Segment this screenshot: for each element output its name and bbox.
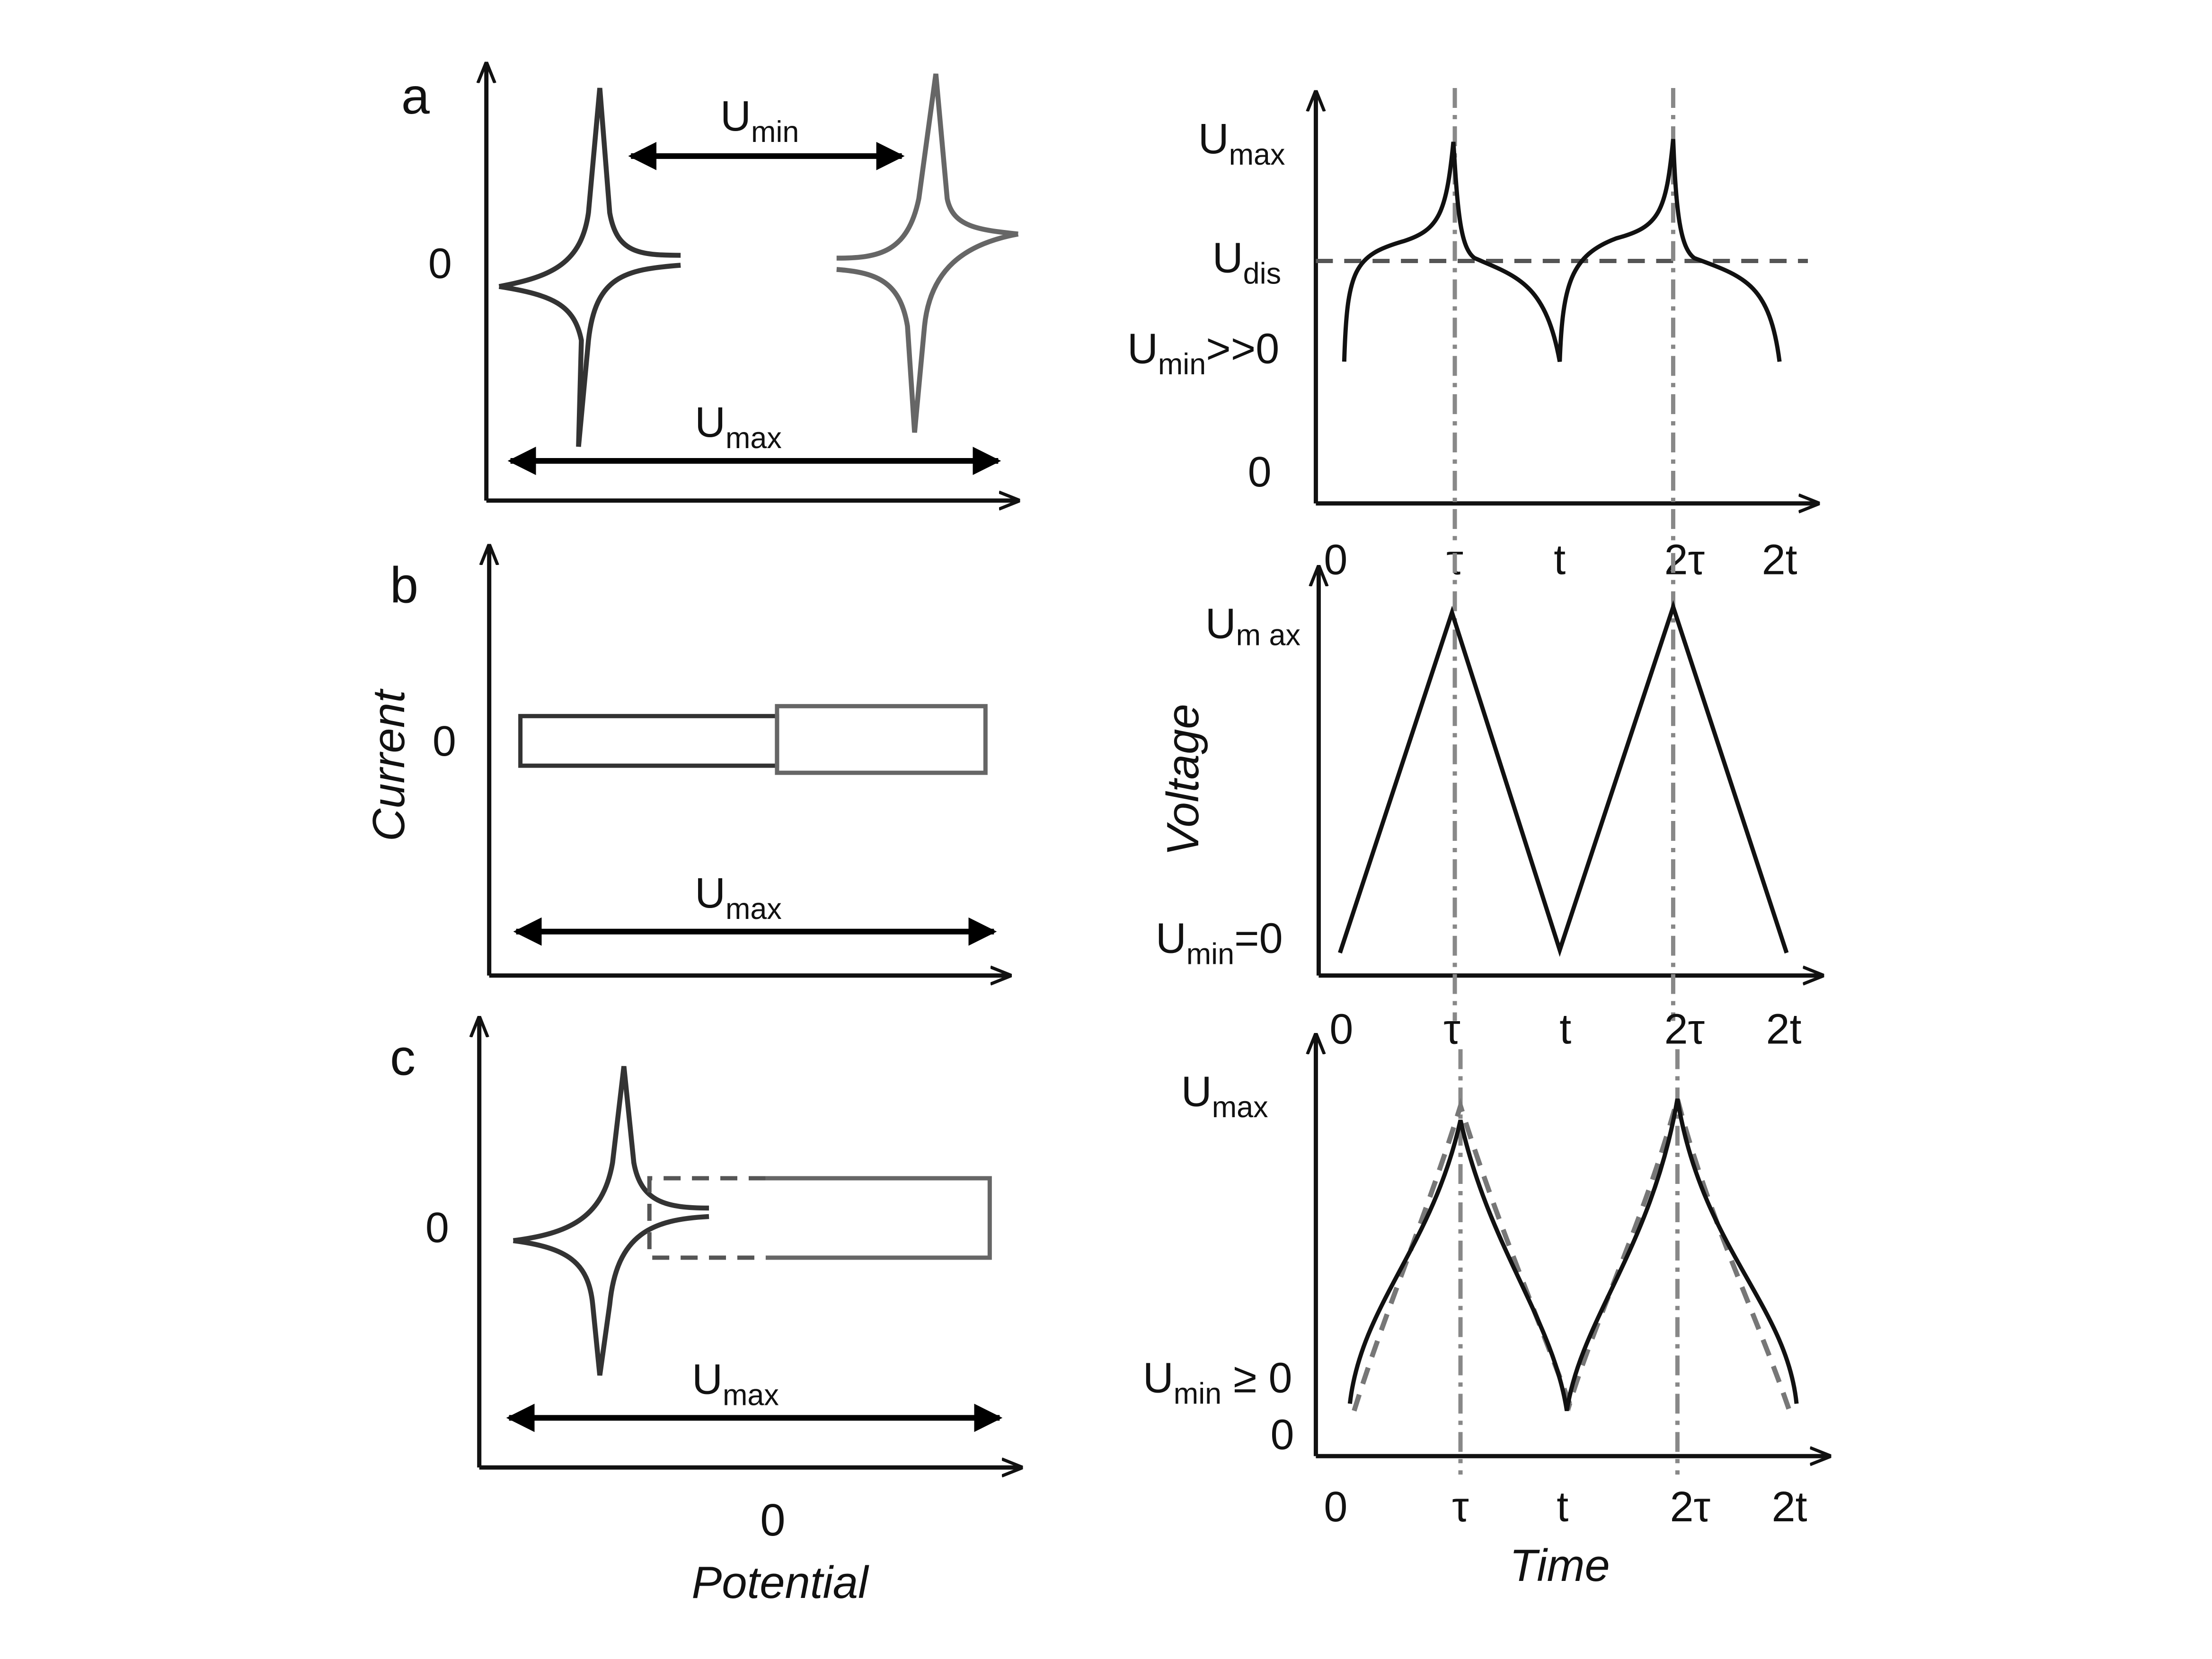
cv-curve [498,263,681,447]
time-tick-label: t [1559,1006,1571,1053]
time-tick-label: 2τ [1664,1006,1705,1053]
time-tick-label: t [1557,1483,1568,1531]
u-sub: max [726,422,782,455]
u-sub: max [1212,1091,1268,1124]
u-label: Umin ≥ 0 [1143,1354,1292,1410]
cv-curve [836,73,1018,261]
u-main: U [1198,115,1229,163]
u-label: Umax [695,399,782,455]
time-tick-label: τ [1443,1006,1460,1053]
u-label: Umax [1198,115,1285,171]
u-sub: max [726,892,782,926]
time-ticks: 0 τ t 2τ 2t [1324,1483,1807,1531]
u-label: Umin=0 [1156,915,1283,971]
u-suffix: ≥ 0 [1221,1354,1292,1402]
voltage-curve [1342,139,1782,362]
voltage-curve-dashed [1352,1089,1792,1412]
u-main: U [1127,325,1158,372]
zero-label: 0 [425,1204,449,1252]
time-ticks: 0 τ t 2τ 2t [1324,537,1797,584]
time-ticks: 0 τ t 2τ 2t [1329,1006,1801,1053]
u-main: U [1205,600,1236,648]
u-suffix: >>0 [1206,325,1279,372]
u-main: U [692,1356,723,1403]
zero-label: 0 [1271,1411,1294,1458]
u-main: U [1156,915,1186,962]
time-tick-label: 0 [1324,1483,1347,1531]
cv-rect [765,1176,992,1260]
u-main: U [1143,1354,1174,1402]
u-label: Umin [720,93,799,149]
cv-curve [513,1214,709,1376]
u-main: U [720,93,751,140]
u-label: Umax [695,870,782,926]
time-tick-label: 0 [1329,1006,1353,1053]
u-main: U [695,870,726,917]
voltage-curve [1338,600,1789,957]
zero-label: 0 [1248,449,1272,496]
time-tick-label: 2t [1772,1483,1807,1531]
cv-curve [836,231,1019,433]
time-tick-label: t [1554,537,1566,584]
u-main: U [1212,235,1243,282]
u-main: U [695,399,726,446]
cv-rect [518,714,779,768]
u-label: Umin>>0 [1127,325,1279,381]
axis-label: Time [1510,1540,1610,1591]
time-tick-label: 2τ [1664,537,1705,584]
time-tick-label: 2t [1766,1006,1802,1053]
u-main: U [1181,1068,1212,1115]
zero-label: 0 [433,718,456,765]
u-sub: dis [1243,257,1281,290]
time-tick-label: 2τ [1670,1483,1711,1531]
u-label: Udis [1212,235,1281,291]
zero-label: 0 [428,240,452,287]
u-sub: min [751,115,799,149]
u-suffix: =0 [1234,915,1283,962]
axis-label: Voltage [1158,704,1208,856]
voltage-curve [1347,1098,1799,1412]
u-sub: min [1186,938,1234,971]
time-tick-label: 2t [1762,537,1797,584]
cv-curve [498,88,681,289]
u-label: Umax [692,1356,779,1412]
time-tick-label: 0 [1324,537,1347,584]
panel-label: a [401,67,430,124]
u-sub: min [1158,348,1206,381]
cv-rect [775,704,988,775]
cv-curve [513,1066,709,1244]
time-tick-label: τ [1452,1483,1469,1531]
u-sub: max [723,1378,779,1412]
u-sub: m ax [1236,619,1301,652]
axis-label: Potential [691,1557,869,1608]
u-label: Umax [1181,1068,1268,1124]
axis-tick: 0 [760,1495,785,1545]
u-sub: max [1229,138,1285,171]
axis-label: Current [363,688,414,841]
cv-rect-dashed [647,1176,766,1260]
u-label: Um ax [1205,600,1301,652]
u-sub: min [1174,1377,1221,1410]
panel-label: c [390,1028,416,1085]
panel-label: b [390,556,418,614]
